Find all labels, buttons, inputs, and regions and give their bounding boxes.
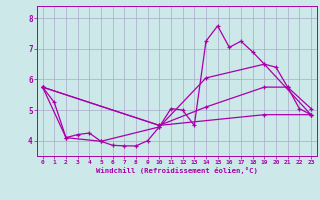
X-axis label: Windchill (Refroidissement éolien,°C): Windchill (Refroidissement éolien,°C) [96,167,258,174]
